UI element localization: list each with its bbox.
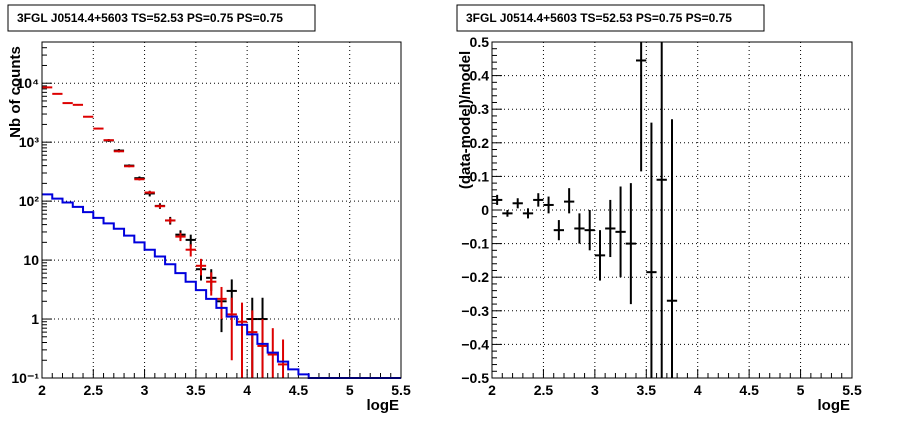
x-tick-label: 5.5 [391,382,411,398]
chart-title: 3FGL J0514.4+5603 TS=52.53 PS=0.75 PS=0.… [466,11,732,25]
plot-frame [41,41,402,379]
x-tick-label: 4 [694,382,702,398]
y-tick-label: −0.3 [461,303,489,319]
x-tick-label: 3 [141,382,149,398]
y-axis-title: Nb of counts [7,46,24,138]
y-tick-label: −0.4 [461,336,489,352]
x-axis-title: logE [818,397,851,414]
y-tick-label: 10⁴ [17,75,40,91]
series-model-points [42,86,289,378]
x-tick-label: 3 [591,382,599,398]
x-tick-label: 3.5 [637,382,657,398]
x-tick-label: 2 [488,382,496,398]
y-tick-label: 10² [19,193,40,209]
y-tick-label: 1 [31,311,39,327]
plot-frame [491,41,853,379]
x-tick-label: 2 [38,382,46,398]
y-tick-label: 0.4 [470,68,490,84]
y-tick-label: 0.1 [470,168,490,184]
chart-title-box [7,4,316,32]
x-tick-label: 2.5 [84,382,104,398]
x-tick-label: 4.5 [289,382,309,398]
chart-title: 3FGL J0514.4+5603 TS=52.53 PS=0.75 PS=0.… [17,11,283,25]
model-step-line [42,193,401,379]
chart-2: 3FGL J0514.4+5603 TS=52.53 PS=0.75 PS=0.… [456,4,862,414]
y-tick-label: 10³ [19,134,40,150]
y-tick-label: 0.2 [470,135,490,151]
y-tick-label: −0.1 [461,236,489,252]
y-tick-label: 10⁻¹ [11,370,39,386]
x-tick-label: 4.5 [739,382,759,398]
x-tick-label: 5 [797,382,805,398]
x-tick-label: 5 [346,382,354,398]
x-tick-label: 5.5 [842,382,862,398]
x-tick-label: 4 [243,382,251,398]
series-source-model [42,193,401,379]
x-tick-label: 3.5 [186,382,206,398]
y-tick-label: 0.3 [470,101,490,117]
y-axis-title: (data-model)/model [457,51,474,189]
chart-title-box [456,4,765,32]
y-tick-label: 0 [481,202,489,218]
y-tick-label: −0.5 [461,370,489,386]
y-tick-label: −0.2 [461,269,489,285]
x-tick-label: 2.5 [534,382,554,398]
chart-1: 3FGL J0514.4+5603 TS=52.53 PS=0.75 PS=0.… [7,4,411,414]
y-tick-label: 0.5 [470,34,490,50]
series-data [492,42,678,378]
x-axis-title: logE [367,397,400,414]
y-tick-label: 10 [23,252,39,268]
